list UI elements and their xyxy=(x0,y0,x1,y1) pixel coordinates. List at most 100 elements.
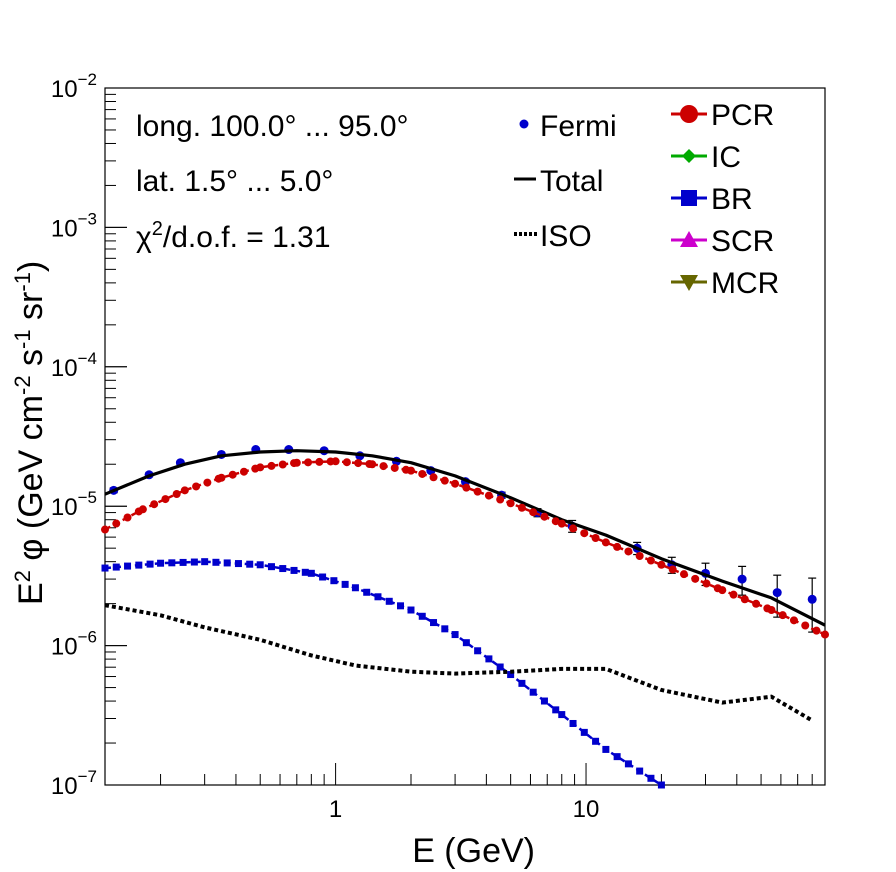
y-tick-label: 10−2 xyxy=(51,70,97,103)
pcr-marker xyxy=(646,556,655,565)
br-marker xyxy=(613,753,621,761)
pcr-marker xyxy=(812,626,821,635)
br-marker xyxy=(351,584,359,592)
ylabel-close: ) xyxy=(12,261,50,272)
pcr-marker xyxy=(101,525,109,534)
pcr-marker xyxy=(473,487,482,496)
legend-pcr-marker xyxy=(680,105,698,123)
pcr-marker xyxy=(138,505,147,514)
br-marker xyxy=(624,760,632,768)
y-tick-exp: −5 xyxy=(78,488,97,507)
pcr-marker xyxy=(112,519,121,528)
legend-br-marker xyxy=(681,190,697,206)
ylabel-sup1: 2 xyxy=(10,570,35,582)
legend-ic-marker xyxy=(682,149,696,163)
br-marker xyxy=(301,568,309,576)
y-tick-label: 10−5 xyxy=(51,488,97,521)
pcr-marker xyxy=(217,473,226,482)
br-marker xyxy=(234,560,242,568)
pcr-marker xyxy=(172,489,181,498)
y-axis-title: E2 φ (GeV cm-2 s-1 sr-1) xyxy=(10,261,50,605)
pcr-marker xyxy=(161,495,170,504)
br-marker xyxy=(290,566,298,574)
br-marker xyxy=(168,559,176,567)
legend-label-mcr: MCR xyxy=(711,267,779,300)
pcr-marker xyxy=(267,461,276,470)
pcr-marker xyxy=(529,508,538,517)
br-marker xyxy=(540,697,548,705)
y-tick-base: 10 xyxy=(51,494,78,521)
pcr-marker xyxy=(821,630,829,639)
pcr-marker xyxy=(496,495,505,504)
pcr-marker xyxy=(315,457,324,466)
pcr-marker xyxy=(580,529,589,538)
br-marker xyxy=(647,774,655,782)
legend-label-scr: SCR xyxy=(711,225,774,258)
y-tick-label: 10−3 xyxy=(51,209,97,242)
pcr-marker xyxy=(635,552,644,561)
y-tick-base: 10 xyxy=(51,215,78,242)
br-marker xyxy=(267,563,275,571)
y-tick-base: 10 xyxy=(51,76,78,103)
br-marker xyxy=(374,593,382,601)
pcr-marker xyxy=(591,534,600,543)
br-marker xyxy=(279,565,287,573)
pcr-marker xyxy=(740,595,749,604)
y-tick-exp: −7 xyxy=(78,767,97,786)
br-marker xyxy=(558,711,566,719)
x-tick-label: 1 xyxy=(329,796,342,823)
legend-label-br: BR xyxy=(711,183,753,216)
legend-mcr-marker xyxy=(680,275,698,291)
y-tick-exp: −4 xyxy=(78,349,97,368)
pcr-marker xyxy=(406,466,415,475)
br-marker xyxy=(657,781,665,789)
ylabel-base: E xyxy=(12,582,50,605)
pcr-marker xyxy=(331,457,340,466)
legend-scr-marker xyxy=(680,231,698,247)
br-marker xyxy=(330,577,338,585)
chi2-symbol: χ xyxy=(136,221,152,254)
pcr-marker xyxy=(668,565,677,574)
pcr-marker xyxy=(506,499,515,508)
pcr-marker xyxy=(752,599,761,608)
br-marker xyxy=(246,560,254,568)
br-marker xyxy=(474,647,482,655)
pcr-marker xyxy=(278,460,287,469)
br-marker xyxy=(418,612,426,620)
br-marker xyxy=(124,562,132,570)
y-tick-exp: −6 xyxy=(78,628,97,647)
x-tick-label: 10 xyxy=(573,796,600,823)
pcr-marker xyxy=(256,463,265,472)
ylabel-phi: φ (GeV cm xyxy=(12,395,50,570)
br-marker xyxy=(592,737,600,745)
pcr-marker xyxy=(624,547,633,556)
y-tick-label: 10−4 xyxy=(51,349,97,382)
pcr-marker xyxy=(517,503,526,512)
y-tick-base: 10 xyxy=(51,634,78,661)
legend-left: Fermi Total ISO xyxy=(514,110,617,253)
plot-area-border xyxy=(104,87,826,786)
pcr-marker xyxy=(691,574,700,583)
ylabel-sup2: -2 xyxy=(10,375,35,395)
br-marker xyxy=(190,558,198,566)
pcr-marker xyxy=(192,482,201,491)
pcr-marker xyxy=(368,460,377,469)
br-marker xyxy=(407,606,415,614)
pcr-marker xyxy=(304,458,313,467)
pcr-marker xyxy=(440,476,449,485)
br-marker xyxy=(201,558,209,566)
br-marker xyxy=(179,558,187,566)
pcr-marker xyxy=(484,491,493,500)
legend-label-total: Total xyxy=(540,165,603,198)
pcr-marker xyxy=(679,570,688,579)
br-marker xyxy=(569,719,577,727)
pcr-marker xyxy=(429,473,438,482)
pcr-marker xyxy=(601,538,610,547)
ylabel-sup3: -1 xyxy=(10,329,35,349)
pcr-marker xyxy=(767,606,776,615)
ylabel-sr: sr xyxy=(12,292,50,330)
br-marker xyxy=(256,561,264,569)
br-marker xyxy=(341,580,349,588)
br-marker xyxy=(112,563,120,571)
